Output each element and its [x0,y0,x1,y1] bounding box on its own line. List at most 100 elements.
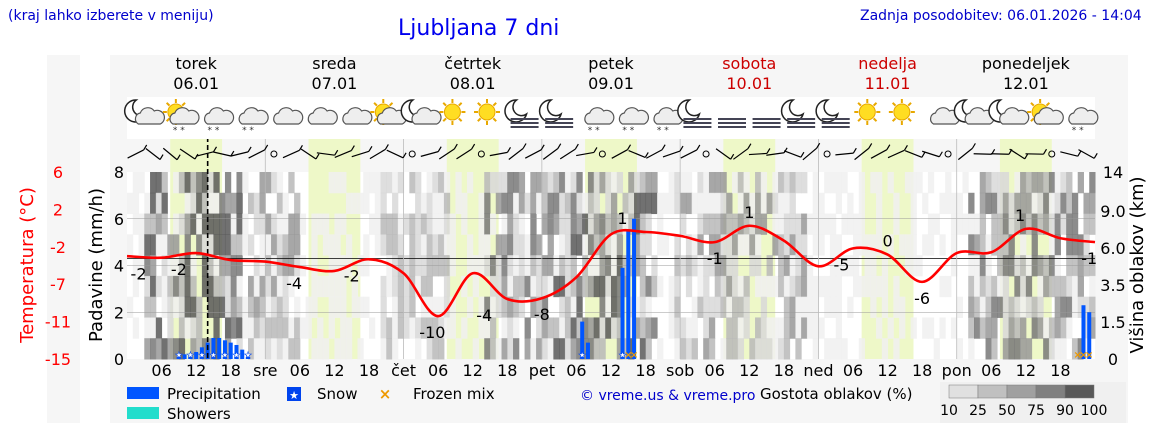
cloud-density-cell [732,234,739,256]
sun-ray [373,117,378,122]
cloud-density-cell [691,234,698,256]
cloud-density-cell [783,234,791,256]
cloud-density-cell [599,317,606,339]
snowflakes: * * [207,126,219,136]
cloud-shape [1033,107,1064,125]
cloud-density-cell [271,172,278,194]
cloud-density-cell [841,172,848,194]
cloud-density-cell [242,172,249,194]
cloud-density-cell [374,172,382,194]
cloud-density-cell [732,338,739,360]
cloud-density-cell [184,192,191,215]
wind-barb-icon [1078,149,1095,159]
cloud-density-cell [1071,296,1079,318]
cloud-density-cell [611,317,618,339]
cloud-density-cell [438,213,445,235]
cloud-density-cell [737,234,745,256]
sun-ray [442,117,447,122]
cloud-density-cell [680,338,687,360]
cloud-density-cell [363,172,370,194]
cloud-density-cell [334,338,341,360]
snowflakes: * * [242,126,254,136]
fog-icon [718,118,746,128]
cloud-density-cell [518,275,526,298]
cloud-density-cell [772,234,779,256]
cloud-density-cell [144,192,151,215]
cloud-density-cell [639,192,647,215]
cloud-density-cell [962,172,969,194]
cloud-density-cell [219,296,226,318]
cloud-density-cell [150,317,157,339]
wind-barb-icon [522,143,527,149]
cloud-density-cell [484,296,491,318]
wind-barb-icon [748,152,767,156]
cloud-density-cell [789,296,796,318]
cloud-density-cell [357,296,364,318]
cloud-density-cell [1054,296,1061,318]
cloud-density-cell [564,338,572,360]
cloud-density-cell [1043,192,1050,215]
cloud-density-cell [582,213,589,235]
cloud-density-cell [490,296,497,318]
hour-tick-label: 06 [981,361,1001,380]
day-short-label: sob [666,361,694,380]
cloud-density-cell [253,338,261,360]
cloud-density-cell [518,172,526,194]
cloud-density-cell [1014,275,1021,298]
cloud-density-cell [461,317,468,339]
cloud-density-cell [651,317,658,339]
temp-tick-label: -11 [45,313,71,332]
cloud-snow-icon: * * [618,107,650,136]
cloud-density-cell [818,192,825,215]
precipitation-bar [240,349,245,359]
precipitation-bar [246,354,250,359]
cloud-density-cell [426,296,433,318]
cloud-density-cell [720,296,727,318]
cloud-density-cell [1002,317,1010,339]
cloud-density-cell [668,172,675,194]
hour-tick-label: 06 [705,361,725,380]
cloud-density-cell [420,192,428,215]
cloud-density-cell [1014,317,1021,339]
cloud-density-cell [812,213,819,235]
cloud-density-cell [150,192,157,215]
temperature-label: 0 [882,232,892,251]
cloud-density-cell [801,296,808,318]
cloud-density-cell [1060,213,1067,235]
cloud-density-cell [213,234,220,256]
temp-tick-label: 6 [53,163,63,182]
cloud-density-cell [997,275,1004,298]
cloud-density-cell [443,172,451,194]
cloud-density-cell [743,234,750,256]
sun-ray [891,117,897,122]
cloud-density-cell [167,317,174,339]
cloud-density-cell [1083,213,1090,235]
cloud-density-cell [760,213,768,235]
cloud-density-cell [1048,234,1056,256]
wind-barb-icon [957,147,973,161]
cloud-density-cell [513,275,520,298]
precipitation-bar [194,351,199,359]
credit-link[interactable]: © vreme.us & vreme.pro [580,388,756,404]
cloud-density-cell [979,234,987,256]
cloud-snow-icon: * * [1068,107,1099,136]
cloud-density-cell [478,234,485,256]
cloud-shape [134,107,166,125]
cloud-density-cell [945,275,952,298]
cloud-density-cell [513,338,520,360]
cloud-density-cell [443,213,451,235]
cloud-density-cell [985,296,992,318]
sun-ray [477,102,482,107]
cloud-density-cell [236,234,243,256]
cloud-density-cell [409,213,416,235]
cloud-density-cell [720,172,727,194]
hour-tick-label: 18 [221,361,241,380]
cloud-density-cell [795,275,802,298]
cloud-density-cell [858,234,866,256]
cloud-density-cell [916,172,923,194]
cloud-density-cell [351,192,358,215]
wind-barb-icon [351,150,370,158]
cloud-density-cell [1089,317,1096,339]
cloud-density-cell [772,275,779,298]
snow-marker: ★ [175,351,183,361]
